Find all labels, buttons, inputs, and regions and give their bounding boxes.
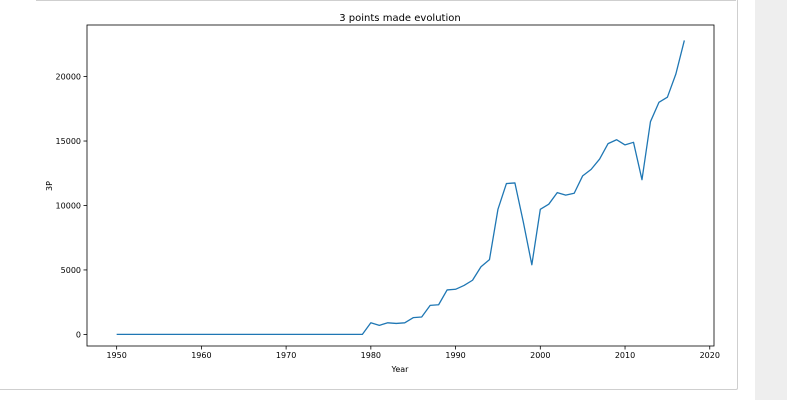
x-tick-label: 2020 xyxy=(700,351,720,360)
y-tick-label: 10000 xyxy=(56,201,81,210)
x-axis-label: Year xyxy=(391,365,410,374)
y-tick-label: 0 xyxy=(76,330,81,339)
chart-title: 3 points made evolution xyxy=(339,13,460,24)
x-tick-label: 2010 xyxy=(615,351,635,360)
top-divider xyxy=(36,0,736,1)
x-tick-label: 1950 xyxy=(106,351,126,360)
y-axis-label: 3P xyxy=(45,181,54,191)
series-layer xyxy=(116,40,685,336)
output-frame xyxy=(0,0,738,390)
right-scroll-panel[interactable] xyxy=(755,0,787,400)
x-tick-label: 1960 xyxy=(191,351,211,360)
x-tick-label: 1970 xyxy=(276,351,296,360)
y-tick-label: 20000 xyxy=(56,73,81,82)
y-tick-label: 5000 xyxy=(61,266,81,275)
x-tick-label: 2000 xyxy=(530,351,550,360)
x-tick-label: 1980 xyxy=(361,351,381,360)
x-tick-label: 1990 xyxy=(445,351,465,360)
plot-area xyxy=(86,24,715,347)
x-axis: 1950 1960 1970 1980 1990 2000 2010 2020 xyxy=(106,346,720,360)
y-axis: 0 5000 10000 15000 20000 xyxy=(56,73,87,339)
y-tick-label: 15000 xyxy=(56,137,81,146)
series-line-3p xyxy=(116,40,685,336)
